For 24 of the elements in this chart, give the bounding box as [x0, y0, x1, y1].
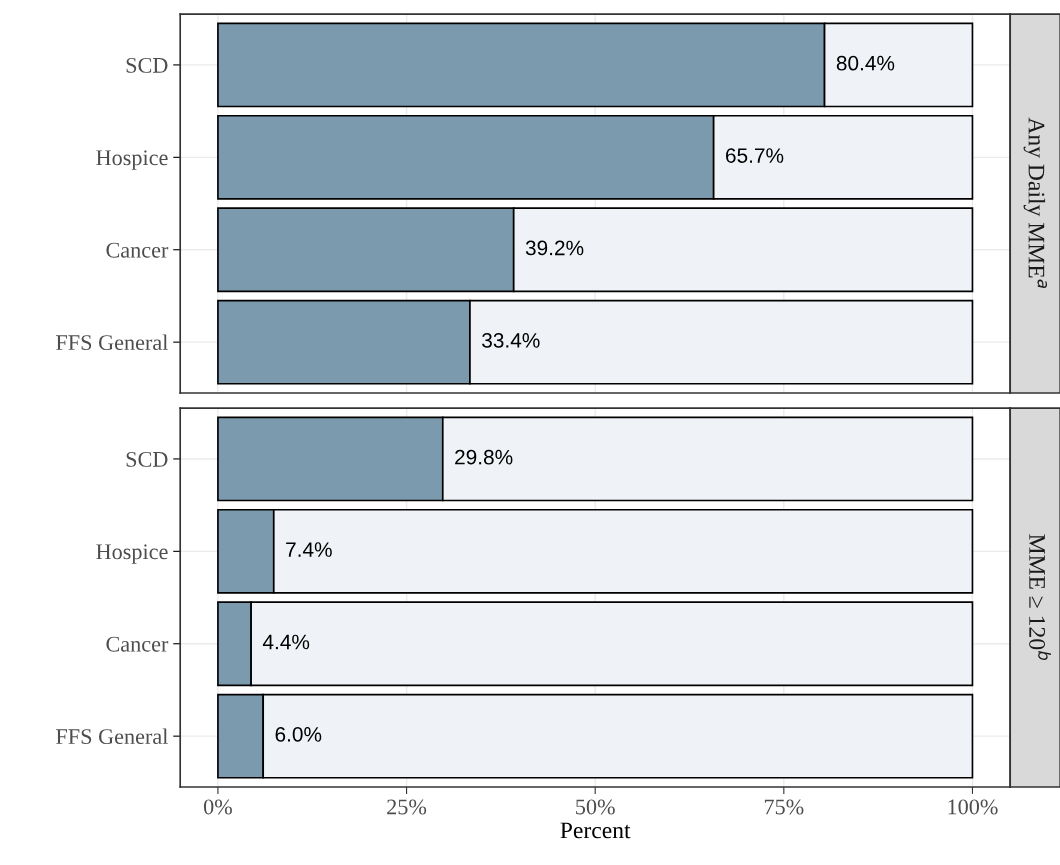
data-label: 65.7%: [726, 148, 784, 163]
y-tick-label: Hospice: [96, 150, 168, 170]
y-tick-label: FFS General: [56, 334, 168, 351]
data-label: 6.0%: [275, 726, 322, 742]
y-tick-label: SCD: [126, 57, 168, 73]
x-tick-label: 50%: [576, 799, 615, 815]
y-tick-label: SCD: [126, 451, 168, 467]
y-tick-label: FFS General: [56, 728, 168, 745]
data-label: 33.4%: [482, 332, 540, 348]
y-tick-label: Hospice: [96, 544, 168, 564]
x-tick-label: 75%: [764, 799, 804, 815]
x-tick-label: 25%: [387, 799, 427, 815]
y-tick-label: Cancer: [106, 242, 169, 258]
x-axis-title: Percent: [560, 822, 631, 839]
data-label: 80.4%: [836, 55, 895, 71]
data-label: 4.4%: [262, 634, 310, 650]
data-label: 29.8%: [455, 449, 513, 465]
data-label: 7.4%: [286, 542, 332, 557]
y-tick-label: Cancer: [106, 636, 169, 652]
data-label: 39.2%: [525, 240, 584, 256]
x-tick-label: 100%: [948, 799, 998, 815]
text: MME ≥ 120$^{b}$: [1029, 534, 1051, 661]
x-tick-label: 0%: [203, 799, 232, 815]
text: Any Daily MME$^{a}$: [1023, 117, 1047, 288]
